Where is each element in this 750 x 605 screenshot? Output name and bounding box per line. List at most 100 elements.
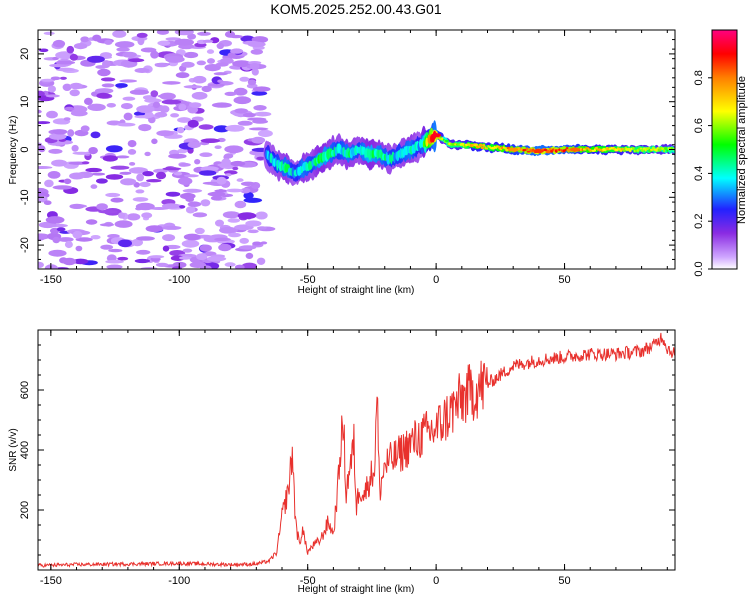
ridge-cell — [531, 148, 535, 152]
noise-speckle — [247, 79, 257, 86]
noise-speckle — [245, 252, 254, 259]
ridge-cell — [441, 137, 444, 141]
noise-speckle — [71, 144, 79, 152]
noise-speckle — [247, 229, 259, 234]
noise-speckle — [168, 153, 187, 159]
noise-speckle — [108, 248, 123, 253]
noise-speckle — [38, 121, 51, 125]
noise-speckle — [44, 179, 54, 188]
noise-speckle — [255, 211, 268, 220]
noise-speckle — [229, 34, 244, 39]
noise-speckle — [122, 96, 136, 101]
noise-speckle — [87, 103, 106, 112]
noise-speckle — [177, 117, 192, 123]
ridge-cell — [582, 148, 586, 151]
noise-speckle — [85, 219, 98, 225]
noise-speckle — [52, 185, 73, 190]
x-tick-label: -150 — [40, 575, 62, 587]
noise-speckle — [80, 36, 90, 43]
noise-speckle — [187, 33, 197, 40]
ridge-cell — [614, 148, 619, 152]
top-y-axis-label: Frequency (Hz) — [8, 116, 19, 185]
noise-speckle — [215, 62, 229, 67]
noise-speckle — [199, 170, 217, 176]
y-tick-label: 10 — [19, 96, 31, 108]
noise-speckle — [243, 197, 263, 203]
bottom-x-axis-label: Height of straight line (km) — [298, 584, 415, 595]
noise-speckle — [102, 60, 111, 69]
noise-speckle — [165, 55, 185, 63]
noise-speckle — [110, 165, 130, 170]
noise-speckle — [248, 127, 269, 131]
noise-speckle — [106, 264, 123, 269]
noise-speckle — [260, 241, 268, 245]
noise-speckle — [194, 159, 201, 165]
noise-speckle — [213, 72, 228, 76]
noise-speckle — [127, 149, 137, 155]
noise-speckle — [201, 85, 212, 93]
noise-speckle — [187, 201, 202, 207]
noise-speckle — [117, 256, 129, 261]
noise-speckle — [52, 129, 68, 135]
noise-speckle — [47, 171, 61, 179]
ridge-cell — [617, 147, 622, 151]
noise-speckle — [136, 249, 151, 255]
noise-speckle — [187, 105, 199, 114]
noise-speckle — [185, 206, 196, 214]
noise-speckle — [69, 203, 85, 209]
noise-speckle — [150, 50, 159, 59]
noise-speckle — [72, 151, 91, 155]
noise-speckle — [252, 86, 271, 92]
ridge-cell — [493, 145, 496, 150]
noise-speckle — [161, 225, 182, 230]
noise-speckle — [183, 85, 203, 89]
noise-speckle — [146, 179, 162, 183]
noise-speckle — [80, 125, 90, 132]
noise-speckle — [210, 195, 223, 201]
noise-speckle — [217, 79, 224, 83]
noise-speckle — [112, 30, 127, 38]
noise-speckle — [66, 45, 75, 54]
noise-speckle — [67, 129, 75, 137]
noise-speckle — [105, 259, 124, 264]
noise-speckle — [142, 171, 154, 177]
noise-speckle — [251, 68, 259, 76]
noise-speckle — [52, 56, 59, 61]
noise-speckle — [129, 162, 136, 166]
x-tick-label: -50 — [300, 575, 316, 587]
noise-speckle — [62, 83, 72, 92]
noise-speckle — [211, 102, 232, 108]
ridge-cell — [371, 149, 375, 159]
noise-speckle — [191, 91, 208, 100]
noise-speckle — [226, 188, 244, 193]
noise-speckle — [90, 184, 98, 189]
noise-speckle — [214, 189, 228, 193]
noise-speckle — [38, 109, 42, 114]
noise-speckle — [136, 105, 155, 113]
noise-speckle — [257, 129, 273, 138]
noise-speckle — [70, 110, 88, 117]
noise-speckle — [52, 39, 66, 48]
noise-speckle — [148, 255, 165, 259]
noise-speckle — [45, 94, 60, 98]
noise-speckle — [96, 203, 108, 211]
noise-speckle — [234, 108, 248, 114]
ridge-cell — [565, 147, 569, 150]
noise-speckle — [194, 227, 205, 235]
y-tick-label: 400 — [19, 441, 31, 459]
noise-speckle — [145, 225, 164, 233]
noise-speckle — [73, 43, 88, 50]
noise-speckle — [69, 89, 80, 97]
ridge-cell — [589, 148, 592, 152]
ridge-cell — [642, 147, 646, 150]
noise-speckle — [238, 245, 257, 250]
ridge-cell — [524, 148, 527, 152]
noise-speckle — [216, 176, 227, 185]
noise-speckle — [135, 202, 155, 211]
noise-speckle — [152, 101, 161, 109]
colorbar-label: Normalized spectral amplitude — [736, 76, 748, 224]
noise-speckle — [225, 124, 245, 132]
noise-speckle — [120, 178, 137, 186]
noise-speckle — [177, 126, 185, 134]
noise-speckle — [75, 245, 83, 252]
